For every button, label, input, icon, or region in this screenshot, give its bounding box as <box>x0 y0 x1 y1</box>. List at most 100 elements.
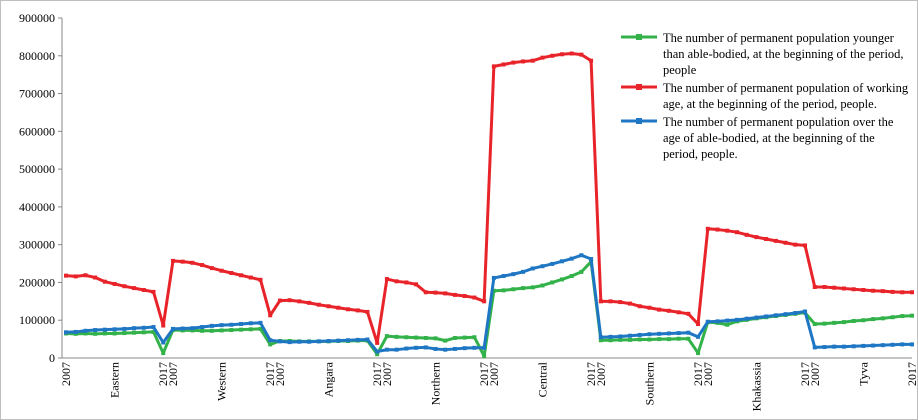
data-point <box>861 288 866 292</box>
data-point <box>890 342 895 347</box>
y-tick-label: 200000 <box>19 275 55 289</box>
data-point <box>229 271 234 275</box>
data-point <box>414 282 419 287</box>
data-point <box>598 299 603 304</box>
data-point <box>452 346 457 351</box>
x-tick-label: Central <box>535 361 549 397</box>
data-point <box>812 345 817 350</box>
data-point <box>764 237 769 241</box>
data-point <box>812 284 817 289</box>
legend-entry: The number of permanent population over … <box>620 114 910 162</box>
data-point <box>676 310 681 315</box>
legend-marker <box>636 84 642 90</box>
data-point <box>326 304 331 309</box>
data-point <box>744 232 749 237</box>
legend-label: The number of permanent population young… <box>663 31 904 77</box>
x-tick-label: Southern <box>642 362 656 405</box>
data-point <box>219 323 224 328</box>
data-point <box>511 272 516 277</box>
data-point <box>880 316 885 321</box>
data-point <box>102 331 107 336</box>
y-tick-label: 600000 <box>19 124 55 138</box>
data-point <box>608 334 613 339</box>
data-point <box>559 277 564 282</box>
data-point <box>307 339 312 344</box>
data-point <box>414 335 419 340</box>
data-point <box>822 345 827 350</box>
data-point <box>676 331 681 336</box>
data-point <box>637 304 642 309</box>
data-point <box>316 339 321 344</box>
data-point <box>73 329 78 334</box>
data-point <box>394 347 399 352</box>
data-point <box>102 279 107 284</box>
data-point <box>336 305 341 310</box>
data-point <box>112 327 117 332</box>
data-point <box>647 332 652 337</box>
data-point <box>880 289 885 294</box>
x-tick-label: Tyva <box>856 361 870 385</box>
data-point <box>258 320 263 325</box>
data-point <box>734 317 739 322</box>
data-point <box>316 302 321 307</box>
data-point <box>83 331 88 336</box>
data-point <box>433 336 438 341</box>
data-point <box>365 309 370 314</box>
data-point <box>861 318 866 323</box>
x-tick-label: Northern <box>429 362 443 405</box>
data-point <box>83 273 88 278</box>
data-point <box>705 226 710 231</box>
data-point <box>521 269 526 274</box>
data-point <box>744 316 749 321</box>
data-point <box>161 340 166 345</box>
data-point <box>200 325 205 330</box>
data-point <box>161 351 166 356</box>
data-point <box>521 286 526 291</box>
data-point <box>161 323 166 328</box>
legend-entry: The number of permanent population of wo… <box>620 80 910 112</box>
data-point <box>404 346 409 351</box>
data-point <box>501 62 506 67</box>
data-point <box>696 351 701 356</box>
x-tick-label: 2017 <box>584 362 598 386</box>
data-point <box>307 300 312 305</box>
data-point <box>375 349 380 354</box>
data-point <box>589 257 594 262</box>
data-point <box>540 55 545 60</box>
data-point <box>258 326 263 331</box>
data-point <box>151 289 156 294</box>
data-point <box>404 280 409 285</box>
data-point <box>452 335 457 340</box>
data-point <box>394 334 399 339</box>
data-point <box>686 336 691 341</box>
x-tick-label: 2017 <box>798 362 812 386</box>
data-point <box>384 334 389 339</box>
data-point <box>190 326 195 331</box>
data-point <box>151 329 156 334</box>
x-tick-label: Angara <box>322 361 336 397</box>
data-point <box>200 263 205 268</box>
data-point <box>491 288 496 293</box>
y-tick-label: 0 <box>49 351 55 365</box>
data-point <box>550 280 555 285</box>
data-point <box>657 337 662 342</box>
data-point <box>754 235 759 240</box>
data-point <box>628 301 632 306</box>
data-point <box>491 64 496 69</box>
data-point <box>346 338 350 343</box>
y-tick-label: 900000 <box>19 11 55 25</box>
data-point <box>579 52 584 57</box>
legend-swatch <box>621 34 657 40</box>
data-point <box>832 320 837 325</box>
data-point <box>628 333 632 338</box>
data-point <box>141 325 146 330</box>
legend-label: The number of permanent population of wo… <box>663 81 909 111</box>
data-point <box>657 331 662 336</box>
data-point <box>569 256 574 261</box>
data-point <box>803 309 808 314</box>
data-point <box>443 338 448 343</box>
data-point <box>628 337 632 342</box>
data-point <box>180 326 185 331</box>
data-point <box>180 259 185 264</box>
